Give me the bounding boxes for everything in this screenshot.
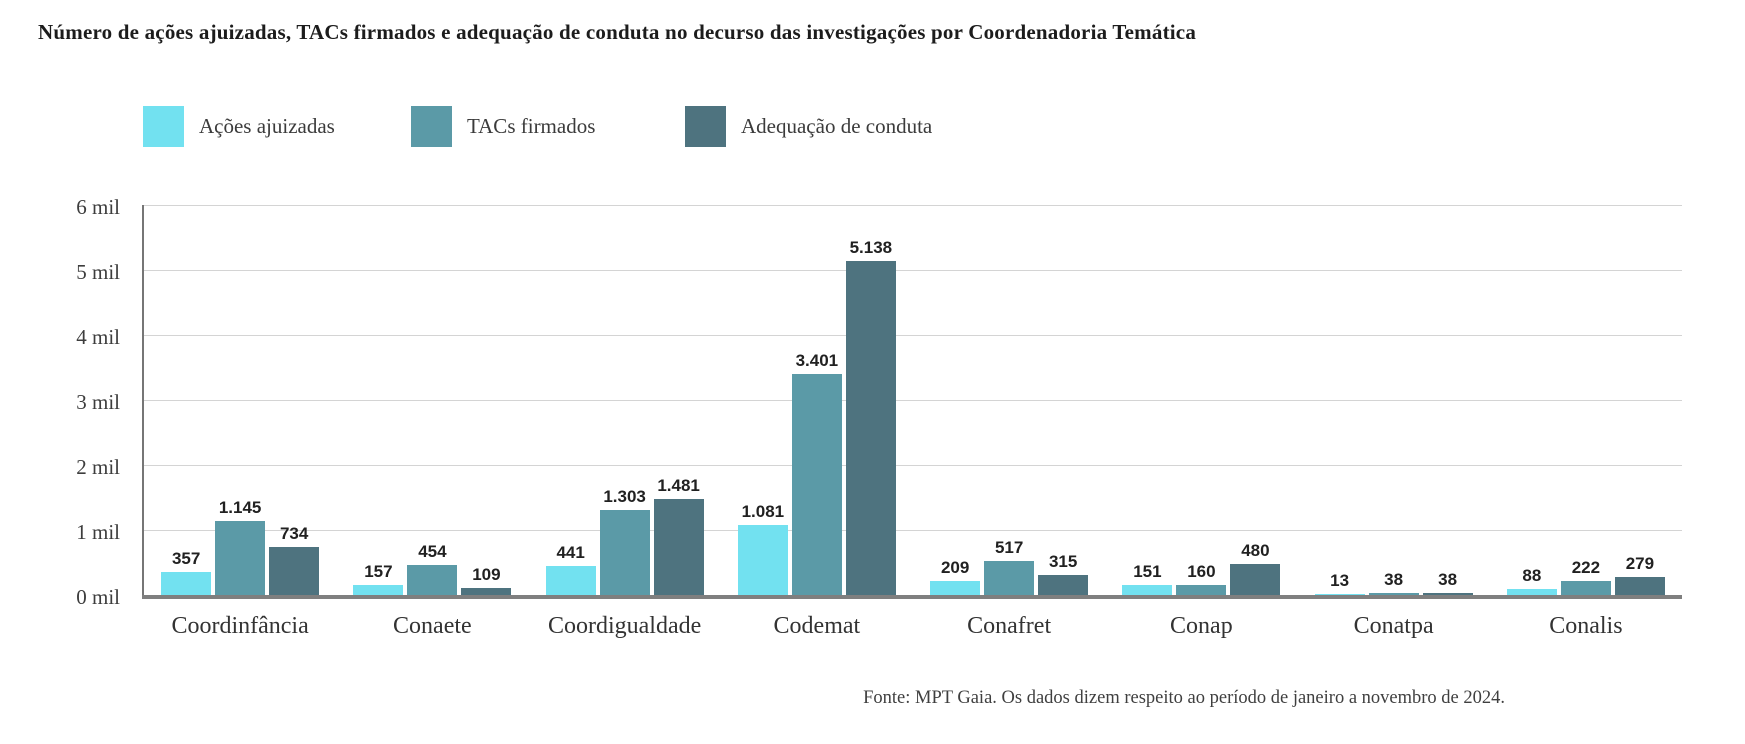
bar-value-label: 3.401 xyxy=(795,351,839,370)
bar xyxy=(1122,585,1173,595)
bar xyxy=(791,374,842,595)
bar xyxy=(653,499,704,595)
legend-item: TACs firmados xyxy=(411,106,595,147)
x-axis-category-label: Coordigualdade xyxy=(547,613,702,639)
x-axis-category-label: Coordinfância xyxy=(171,613,309,639)
bar xyxy=(461,588,512,595)
bar xyxy=(215,521,266,595)
bar-value-label: 315 xyxy=(1048,552,1078,571)
y-axis-tick-label: 6 mil xyxy=(76,195,120,219)
bar xyxy=(599,510,650,595)
bar-value-label: 38 xyxy=(1438,570,1458,589)
bar xyxy=(1314,594,1365,595)
bar xyxy=(545,566,596,595)
y-axis-tick-label: 0 mil xyxy=(76,585,120,609)
x-axis-category-label: Conatpa xyxy=(1353,613,1434,639)
y-axis-tick-label: 3 mil xyxy=(76,390,120,414)
x-axis-category-label: Conafret xyxy=(967,613,1052,639)
bar-value-label: 1.303 xyxy=(603,487,646,506)
bar xyxy=(161,572,212,595)
legend-item: Adequação de conduta xyxy=(685,106,932,147)
x-axis-category-label: Codemat xyxy=(773,613,861,639)
bar xyxy=(353,585,404,595)
bar-value-label: 109 xyxy=(472,565,501,584)
gridline xyxy=(144,529,1682,531)
x-axis-line xyxy=(142,595,1682,599)
y-axis-tick-label: 1 mil xyxy=(76,520,120,544)
gridline xyxy=(144,269,1682,271)
bar-value-label: 151 xyxy=(1133,562,1162,581)
bar xyxy=(1176,585,1227,595)
y-axis-tick-label: 2 mil xyxy=(76,455,120,479)
y-axis-line xyxy=(142,204,144,599)
gridline xyxy=(144,464,1682,466)
legend-label: Adequação de conduta xyxy=(741,114,933,138)
bar xyxy=(845,261,896,595)
legend-item: Ações ajuizadas xyxy=(143,106,335,147)
bar-value-label: 279 xyxy=(1625,554,1655,573)
bar-value-label: 357 xyxy=(171,549,201,568)
bar-value-label: 480 xyxy=(1241,541,1270,560)
gridline xyxy=(144,204,1682,206)
bar-value-label: 441 xyxy=(556,543,585,562)
bar-value-label: 222 xyxy=(1571,558,1601,577)
bar xyxy=(1506,589,1557,595)
legend-swatch xyxy=(143,106,184,147)
bar xyxy=(1368,593,1419,595)
x-axis-category-label: Conap xyxy=(1170,613,1233,639)
bar xyxy=(1422,593,1473,595)
bar xyxy=(984,561,1035,595)
legend-label: Ações ajuizadas xyxy=(199,114,335,138)
bar-value-label: 1.481 xyxy=(657,476,700,495)
source-note: Fonte: MPT Gaia. Os dados dizem respeito… xyxy=(863,688,1505,708)
bar-value-label: 1.145 xyxy=(218,498,262,517)
bar-value-label: 38 xyxy=(1384,570,1404,589)
bar-value-label: 5.138 xyxy=(849,238,893,257)
bar-value-label: 454 xyxy=(418,542,447,561)
bar-value-label: 160 xyxy=(1187,562,1216,581)
bar-value-label: 13 xyxy=(1330,571,1350,590)
legend-swatch xyxy=(685,106,726,147)
gridline xyxy=(144,399,1682,401)
bar-value-label: 157 xyxy=(364,562,393,581)
bar xyxy=(930,581,981,595)
bar xyxy=(737,525,788,595)
legend-swatch xyxy=(411,106,452,147)
x-axis-category-label: Conaete xyxy=(393,613,472,639)
bar-value-label: 517 xyxy=(994,538,1024,557)
y-axis-tick-label: 5 mil xyxy=(76,260,120,284)
bar xyxy=(1560,581,1611,595)
legend-label: TACs firmados xyxy=(467,114,596,138)
x-axis-category-label: Conalis xyxy=(1549,613,1623,639)
y-axis-tick-label: 4 mil xyxy=(76,325,120,349)
bar xyxy=(1038,575,1089,595)
bar xyxy=(1230,564,1281,595)
bar xyxy=(1614,577,1665,595)
bar-value-label: 1.081 xyxy=(741,502,785,521)
bar-value-label: 734 xyxy=(279,524,309,543)
bar-value-label: 88 xyxy=(1522,566,1542,585)
bar xyxy=(269,547,320,595)
bar-value-label: 209 xyxy=(940,558,970,577)
gridline xyxy=(144,334,1682,336)
chart-title: Número de ações ajuizadas, TACs firmados… xyxy=(38,20,1197,44)
bar xyxy=(407,565,458,595)
